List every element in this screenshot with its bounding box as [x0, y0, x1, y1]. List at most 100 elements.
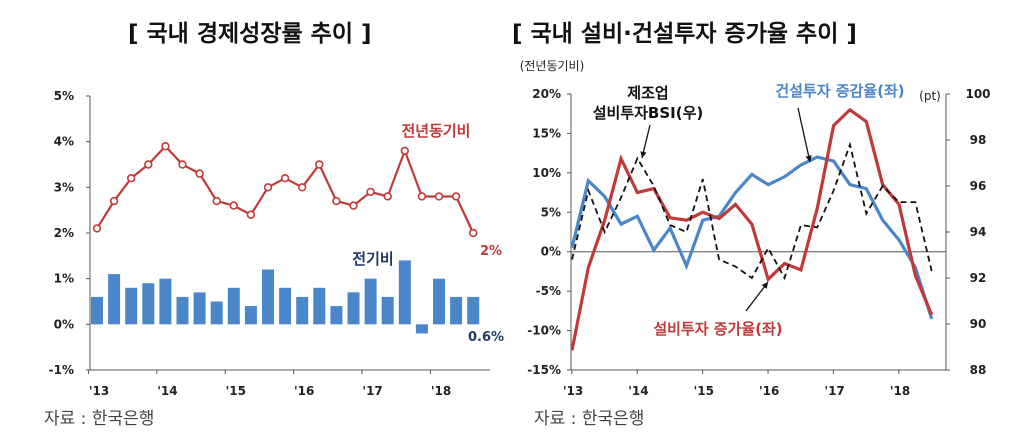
left-bar	[467, 296, 480, 325]
left-y-tick-label: 5%	[54, 89, 74, 103]
left-line-legend-label: 전년동기비	[401, 122, 470, 140]
right-left-tick-label: -15%	[527, 363, 561, 377]
gdp-growth-panel: [ 국내 경제성장률 추이 ] -1% 0% 1% 2% 3% 4% 5% '13 '14 '15…	[0, 0, 504, 441]
right-x-tick-label: '18	[890, 384, 910, 398]
left-line-point	[469, 228, 478, 238]
left-x-tick-label: '14	[157, 384, 177, 398]
right-x-tick-label: '14	[628, 384, 648, 398]
right-left-tick-label: -5%	[536, 284, 561, 298]
bsi-dashed-line	[571, 141, 933, 281]
left-bar	[210, 301, 223, 325]
left-bar	[244, 306, 257, 325]
facility-pointer-arrow-head	[761, 282, 768, 289]
left-bar	[262, 269, 274, 325]
left-line-series	[96, 144, 475, 234]
left-line-point	[263, 183, 273, 192]
right-left-tick-label: 10%	[532, 166, 561, 180]
left-y-tick-label: 1%	[54, 272, 74, 286]
left-line-point	[349, 201, 358, 210]
left-line-point	[280, 174, 290, 183]
left-y-tick-label: -1%	[49, 363, 74, 377]
left-line-point	[417, 192, 427, 201]
left-bar	[313, 287, 326, 325]
right-x-tick-label: '17	[824, 384, 844, 398]
right-source-note: 자료 : 한국은행	[534, 409, 645, 429]
right-right-tick-label: 96	[970, 179, 987, 193]
left-bar	[398, 260, 411, 325]
construction-pointer-arrow	[797, 107, 811, 163]
left-y-tick-label: 2%	[54, 226, 74, 240]
left-source-note: 자료 : 한국은행	[44, 409, 155, 429]
left-line-point	[92, 224, 102, 233]
construction-series-label: 건설투자 증감율(좌)	[775, 82, 904, 100]
left-line-point	[298, 183, 307, 192]
left-bar	[279, 287, 292, 325]
right-chart-title: [ 국내 설비·건설투자 증가율 추이 ]	[512, 21, 857, 47]
investment-growth-panel: [ 국내 설비·건설투자 증가율 추이 ] -15% -10% -5% 0% 5% 10%…	[500, 0, 1024, 441]
left-line-last-value: 2%	[480, 244, 502, 259]
left-x-tick-label: '16	[294, 384, 314, 398]
left-bar	[125, 287, 138, 325]
right-left-tick-label: 15%	[532, 126, 561, 140]
left-bar	[450, 296, 463, 325]
left-line-point	[434, 192, 444, 201]
left-line-point	[366, 187, 375, 197]
left-line-point	[195, 169, 204, 178]
left-y-tick-label: 4%	[54, 135, 74, 149]
left-bar	[227, 287, 240, 325]
left-line-point	[161, 142, 170, 151]
left-x-tick-label: '18	[431, 384, 451, 398]
right-left-tick-label: 5%	[541, 205, 561, 219]
bsi-pointer-arrow-head	[640, 151, 647, 158]
left-bar	[433, 278, 445, 325]
left-line-point	[383, 192, 392, 201]
left-x-tick-label: '17	[362, 384, 382, 398]
left-bar-last-value: 0.6%	[468, 330, 504, 345]
left-bar	[330, 306, 343, 325]
bsi-series-label-line2: 설비투자BSI(우)	[593, 104, 704, 122]
right-right-tick-label: 90	[970, 317, 987, 331]
left-line-point	[451, 192, 461, 201]
right-right-tick-label: 98	[970, 133, 987, 147]
right-x-tick-label: '15	[694, 384, 714, 398]
left-bar	[193, 292, 206, 325]
left-bar	[176, 296, 189, 325]
left-x-tick-label: '13	[89, 384, 109, 398]
right-right-tick-label: 88	[970, 363, 987, 377]
right-left-tick-label: 0%	[541, 245, 561, 259]
construction-investment-line	[570, 155, 934, 320]
facility-investment-line	[570, 107, 934, 351]
left-line-point	[246, 210, 256, 219]
left-line-point	[332, 196, 341, 206]
left-bar	[364, 278, 377, 325]
left-bar	[415, 324, 428, 334]
left-bar	[91, 296, 103, 325]
facility-series-label: 설비투자 증가율(좌)	[653, 320, 782, 338]
right-right-tick-label: 92	[970, 271, 987, 285]
left-bar	[159, 278, 172, 325]
left-bar-legend-label: 전기비	[352, 250, 393, 268]
left-chart-title: [ 국내 경제성장률 추이 ]	[128, 21, 372, 47]
bsi-series-label-line1: 제조업	[627, 84, 668, 102]
left-line-point	[229, 201, 239, 210]
left-bar	[347, 292, 360, 325]
left-bar	[142, 283, 155, 325]
gdp-growth-chart: -1% 0% 1% 2% 3% 4% 5% '13 '14 '15 '16 '17 '18 전년동기비전기…	[49, 89, 504, 398]
right-right-tick-label: 94	[970, 225, 987, 239]
left-bar	[381, 296, 394, 325]
left-line-point	[126, 174, 136, 183]
left-bar	[296, 296, 309, 325]
left-line-point	[212, 196, 221, 206]
construction-pointer-arrow-head	[805, 155, 812, 162]
right-left-axis-unit: (전년동기비)	[520, 59, 585, 73]
left-x-tick-label: '15	[226, 384, 246, 398]
investment-growth-chart: -15% -10% -5% 0% 5% 10% 15% 20% 88 90 92 94 96 98 100 '…	[520, 59, 991, 398]
left-bar	[108, 274, 121, 325]
right-left-tick-label: 20%	[532, 87, 561, 101]
left-y-tick-label: 0%	[54, 317, 74, 331]
left-line-point	[315, 160, 324, 169]
right-x-tick-label: '13	[563, 384, 583, 398]
left-line-point	[144, 160, 153, 169]
left-line-point	[400, 146, 409, 156]
right-right-axis-unit: (pt)	[919, 89, 941, 103]
